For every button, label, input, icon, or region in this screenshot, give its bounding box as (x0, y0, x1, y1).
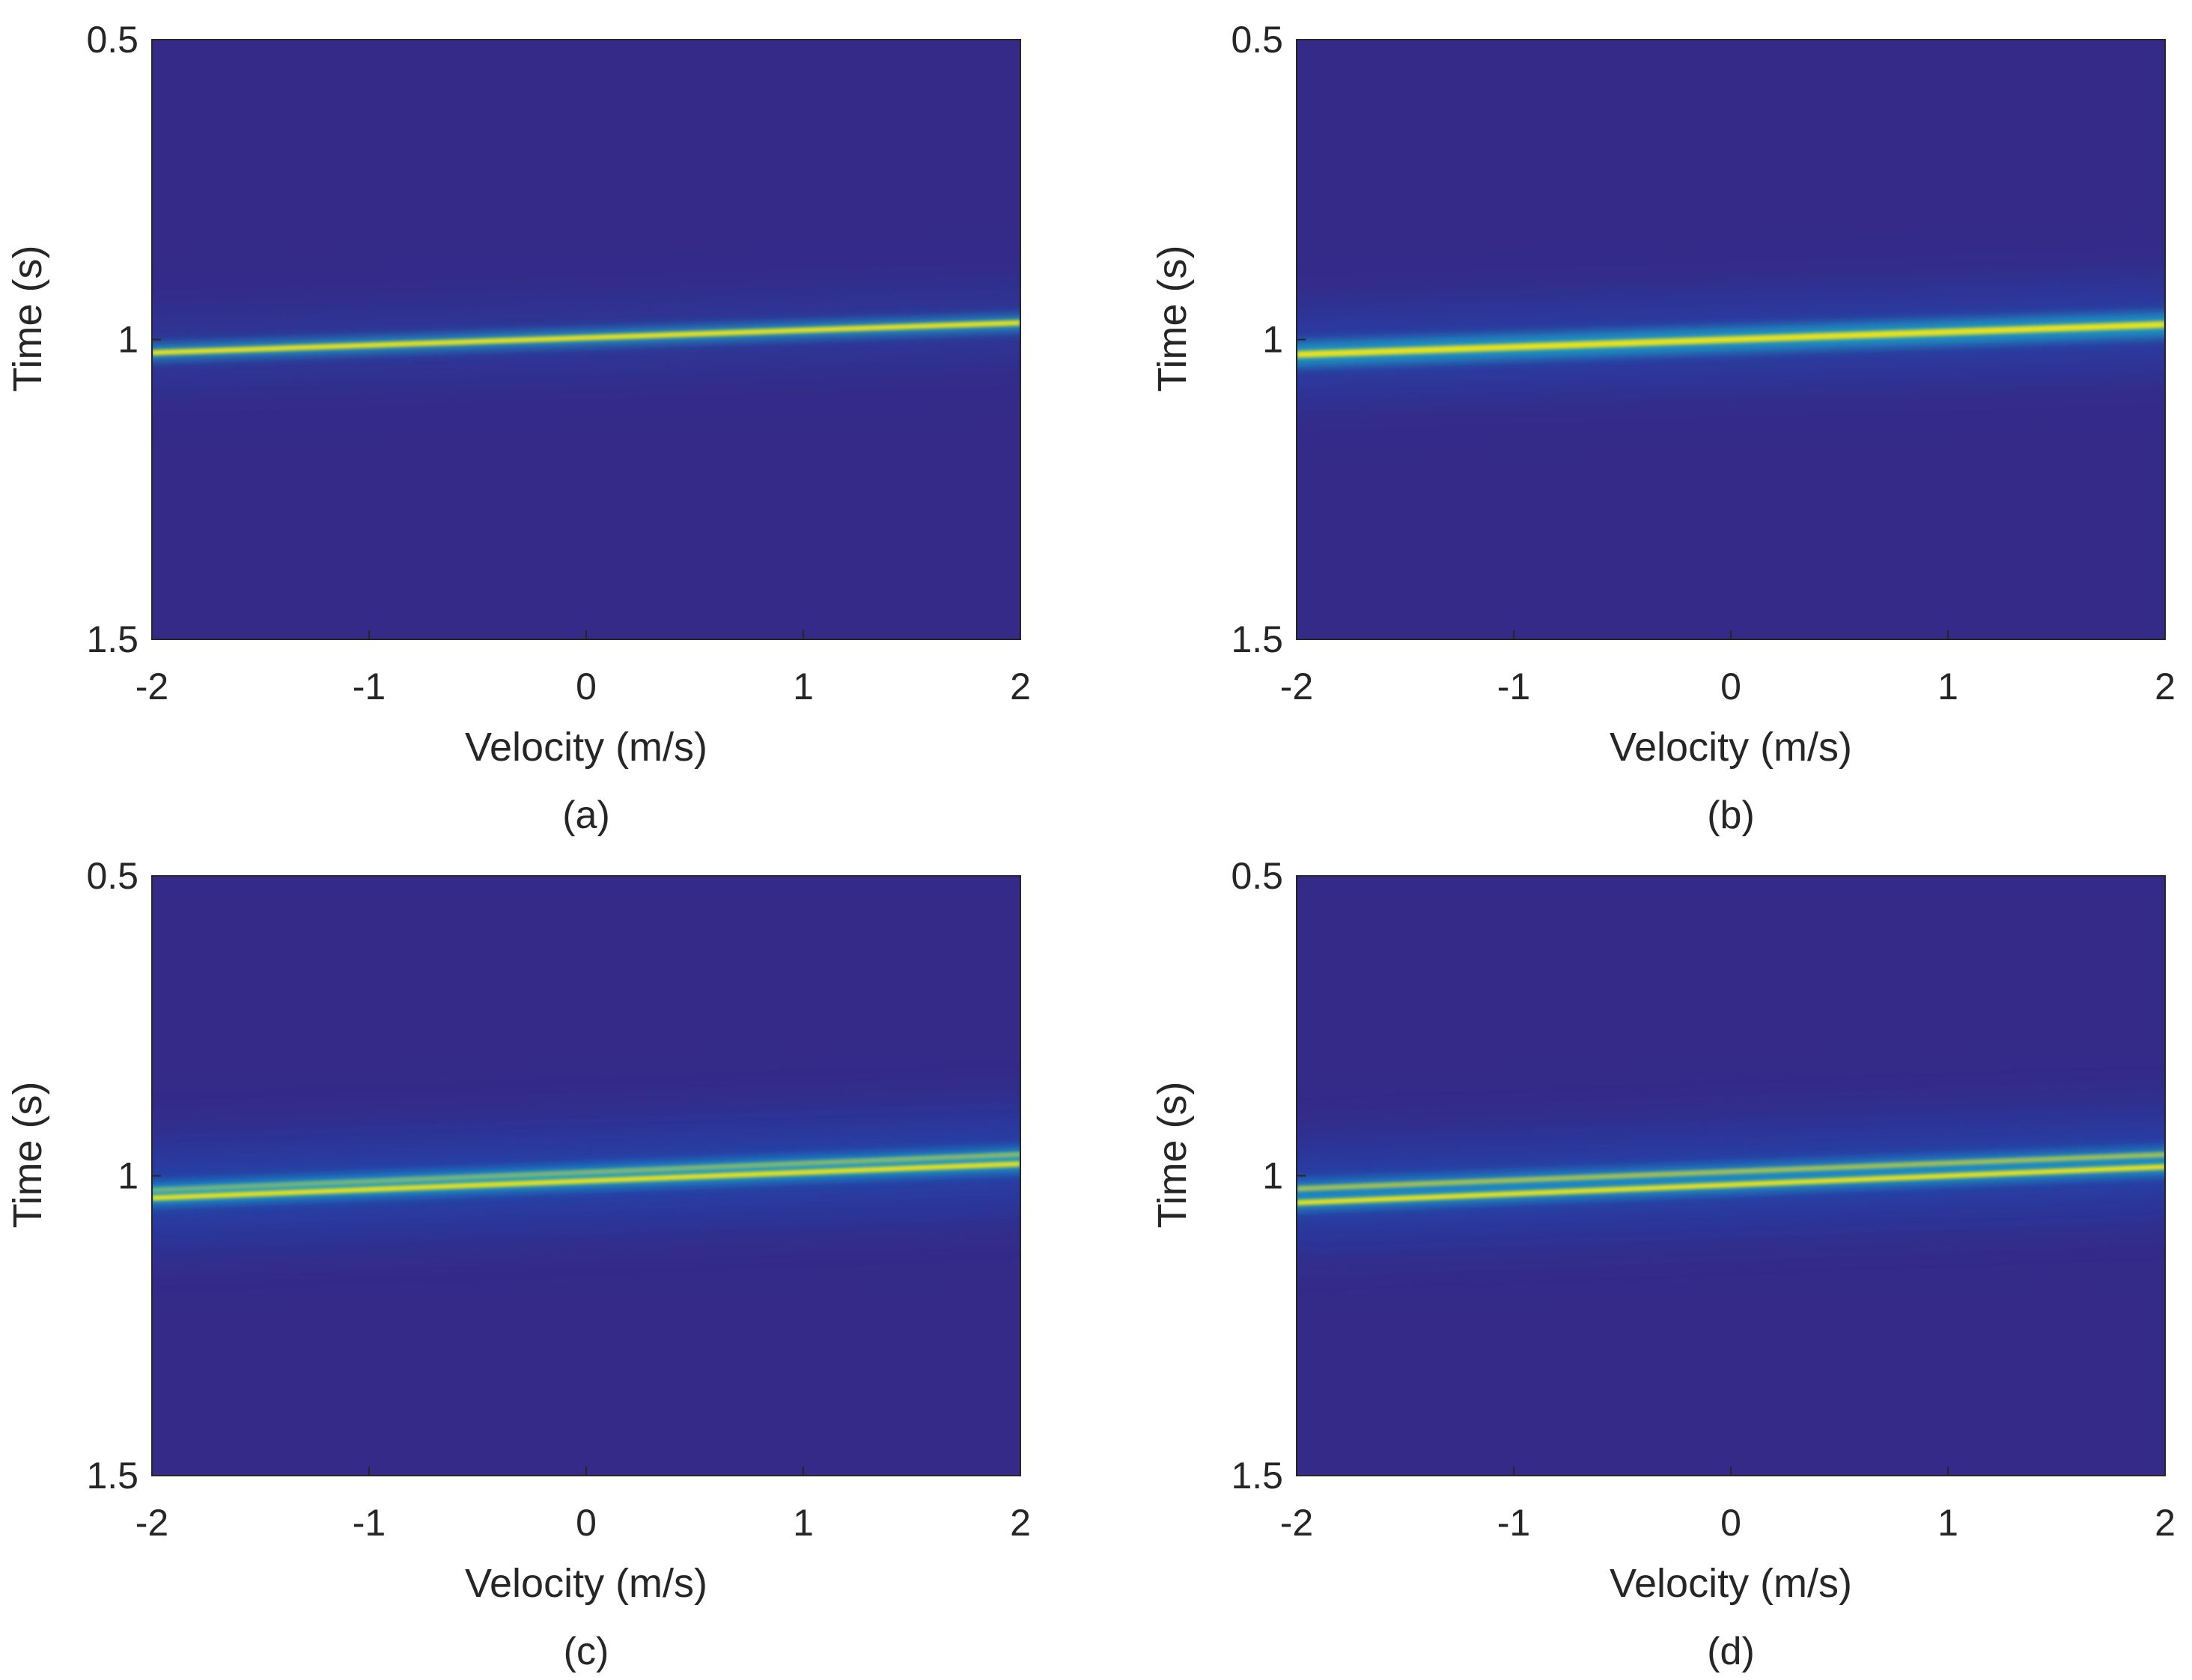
y-tick-label: 1.5 (1231, 618, 1283, 660)
x-tick-label: 2 (2155, 1502, 2176, 1544)
x-tick-label: 0 (576, 666, 597, 707)
y-tick-label: 1.5 (1231, 1455, 1283, 1497)
y-tick-label: 0.5 (86, 855, 138, 897)
y-tick-label: 0.5 (1231, 855, 1283, 897)
plot-area (152, 876, 1020, 1476)
x-tick-label: 1 (1937, 666, 1958, 707)
x-tick-label: -2 (136, 1502, 168, 1544)
x-tick-label: 1 (793, 666, 814, 707)
plot-area (152, 40, 1020, 639)
chart-panel: -2 -1 0 1 2 0.5 1 1.5 Velocity (m/s) Time (s) (c) (5, 855, 1031, 1673)
x-tick-label: -2 (1280, 666, 1313, 707)
chart-panel: -2 -1 0 1 2 0.5 1 1.5 Velocity (m/s) Time (s) (d) (1150, 855, 2176, 1673)
ridge-line (152, 320, 1020, 356)
x-tick-label: -1 (1497, 666, 1530, 707)
x-tick-label: 0 (1720, 666, 1741, 707)
y-tick-label: 1 (1262, 319, 1283, 361)
x-axis-label: Velocity (m/s) (465, 1561, 707, 1606)
y-tick-label: 0.5 (1231, 19, 1283, 61)
ridge-line (152, 1160, 1020, 1201)
y-axis-label: Time (s) (5, 246, 50, 392)
ridge-line (1297, 1163, 2165, 1206)
y-tick-label: 1 (1262, 1155, 1283, 1197)
panel-label: (a) (562, 794, 610, 837)
x-tick-label: 2 (1010, 1502, 1031, 1544)
x-tick-label: -2 (136, 666, 168, 707)
chart-panel: -2 -1 0 1 2 0.5 1 1.5 Velocity (m/s) Time (s) (b) (1150, 19, 2176, 837)
panel-label: (d) (1707, 1630, 1755, 1673)
x-tick-label: 0 (576, 1502, 597, 1544)
x-axis-label: Velocity (m/s) (1610, 1561, 1852, 1606)
x-axis-label: Velocity (m/s) (1610, 725, 1852, 770)
y-axis-label: Time (s) (1150, 1082, 1195, 1229)
y-tick-label: 0.5 (86, 19, 138, 61)
x-tick-label: -1 (1497, 1502, 1530, 1544)
plot-area (1297, 40, 2165, 639)
x-tick-label: 0 (1720, 1502, 1741, 1544)
y-axis-label: Time (s) (1150, 246, 1195, 392)
panel-label: (c) (564, 1630, 609, 1673)
x-tick-label: -1 (353, 666, 386, 707)
y-tick-label: 1 (118, 1155, 138, 1197)
ridge-line (1297, 321, 2165, 358)
y-tick-label: 1.5 (86, 618, 138, 660)
x-tick-label: 2 (2155, 666, 2176, 707)
x-tick-label: -2 (1280, 1502, 1313, 1544)
x-tick-label: 2 (1010, 666, 1031, 707)
x-axis-label: Velocity (m/s) (465, 725, 707, 770)
y-tick-label: 1.5 (86, 1455, 138, 1497)
plot-area (1297, 876, 2165, 1476)
chart-panel: -2 -1 0 1 2 0.5 1 1.5 Velocity (m/s) Time (s) (a) (5, 19, 1031, 837)
y-tick-label: 1 (118, 319, 138, 361)
x-tick-label: 1 (793, 1502, 814, 1544)
panel-label: (b) (1707, 794, 1755, 837)
x-tick-label: 1 (1937, 1502, 1958, 1544)
y-axis-label: Time (s) (5, 1082, 50, 1229)
x-tick-label: -1 (353, 1502, 386, 1544)
